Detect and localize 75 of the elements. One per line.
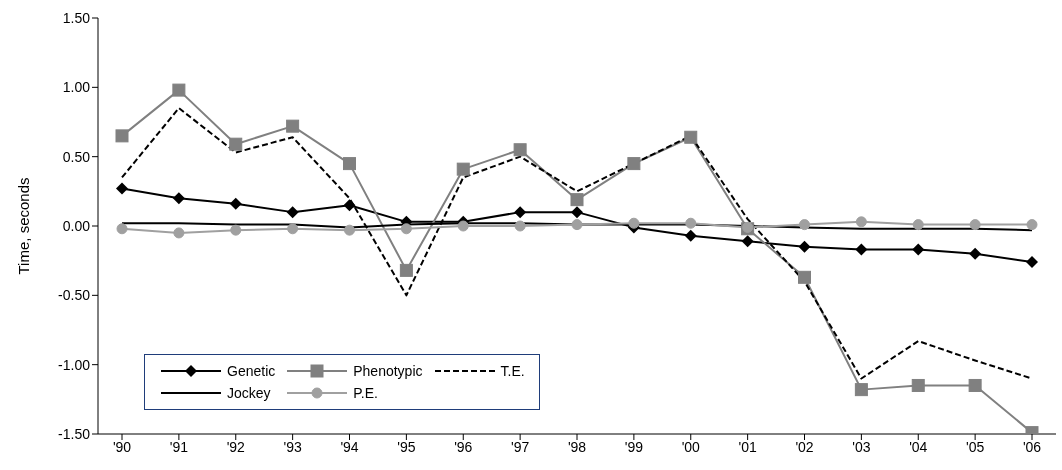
point xyxy=(570,193,584,207)
x-tick-label: '06 xyxy=(1022,438,1042,455)
point xyxy=(230,224,242,236)
point xyxy=(627,157,641,171)
point xyxy=(456,162,470,176)
point xyxy=(344,224,355,236)
point xyxy=(571,206,583,219)
point xyxy=(287,223,299,235)
point xyxy=(286,119,300,133)
point xyxy=(286,206,299,219)
point xyxy=(684,130,698,144)
legend-label: Genetic xyxy=(227,363,276,379)
x-tick-label: '98 xyxy=(567,438,587,455)
point xyxy=(798,270,811,284)
point xyxy=(343,157,356,171)
x-tick-label: '01 xyxy=(738,438,757,455)
point xyxy=(912,243,925,256)
x-tick-label: '95 xyxy=(397,438,416,455)
point xyxy=(514,220,526,232)
y-tick-label: 0.00 xyxy=(62,217,91,234)
legend-label: T.E. xyxy=(500,363,525,379)
point xyxy=(172,192,185,205)
point xyxy=(571,219,583,231)
x-tick-label: '99 xyxy=(624,438,644,455)
point xyxy=(513,143,527,157)
point xyxy=(969,247,982,260)
x-tick-label: '96 xyxy=(454,438,473,455)
x-tick-label: '04 xyxy=(909,438,928,455)
legend-label: Phenotypic xyxy=(353,363,423,379)
point xyxy=(798,240,811,253)
point xyxy=(1026,219,1038,231)
point xyxy=(799,219,810,231)
point xyxy=(173,227,185,239)
y-tick-label: -0.50 xyxy=(58,287,91,304)
y-tick-label: 0.50 xyxy=(62,148,91,165)
point xyxy=(457,220,469,232)
point xyxy=(855,216,867,228)
point xyxy=(229,197,242,210)
y-tick-label: 1.00 xyxy=(62,79,91,96)
point xyxy=(514,206,527,219)
point xyxy=(855,243,868,256)
point xyxy=(741,235,754,248)
y-tick-label: -1.50 xyxy=(58,425,91,442)
x-tick-label: '90 xyxy=(112,438,132,455)
x-tick-label: '05 xyxy=(966,438,985,455)
x-tick-label: '00 xyxy=(681,438,701,455)
point xyxy=(116,223,128,235)
point xyxy=(628,217,640,229)
x-tick-label: '02 xyxy=(795,438,814,455)
point xyxy=(343,199,356,212)
point xyxy=(116,182,128,195)
x-tick-label: '93 xyxy=(283,438,302,455)
x-tick-label: '97 xyxy=(511,438,530,455)
y-tick-label: -1.00 xyxy=(58,356,91,373)
point xyxy=(115,129,129,143)
y-axis-title: Time, seconds xyxy=(15,177,33,275)
x-tick-label: '94 xyxy=(340,438,359,455)
point xyxy=(969,219,981,231)
point xyxy=(1026,256,1038,269)
legend-label: P.E. xyxy=(353,385,378,401)
y-tick-label: 1.50 xyxy=(62,9,91,26)
point xyxy=(685,217,697,229)
x-tick-label: '91 xyxy=(169,438,189,455)
point xyxy=(854,383,868,397)
point xyxy=(399,263,413,277)
point xyxy=(172,83,186,97)
point xyxy=(968,378,982,392)
point xyxy=(229,137,243,151)
point xyxy=(400,223,412,235)
point xyxy=(912,219,924,231)
x-tick-label: '92 xyxy=(226,438,246,455)
legend-label: Jockey xyxy=(227,385,271,401)
point xyxy=(684,229,697,242)
x-tick-label: '03 xyxy=(852,438,871,455)
point xyxy=(911,378,925,392)
